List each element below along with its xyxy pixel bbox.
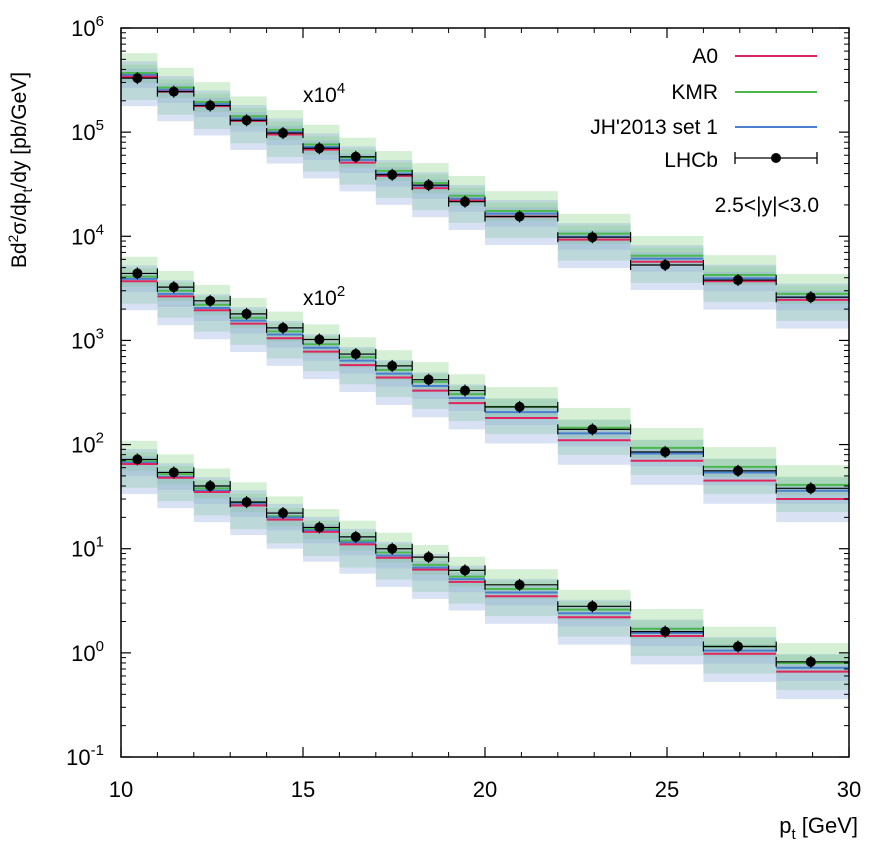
lhcb-point xyxy=(302,521,340,534)
lhcb-point xyxy=(557,423,632,436)
band-blue xyxy=(193,90,231,136)
legend: A0 KMR JH'2013 set 1 LHCb xyxy=(590,45,818,172)
y-tick-label: 100 xyxy=(71,638,104,666)
lhcb-point xyxy=(302,333,340,346)
lhcb-point xyxy=(193,480,231,493)
lhcb-point xyxy=(193,294,231,307)
lhcb-point xyxy=(338,348,377,361)
lhcb-point xyxy=(120,72,158,85)
legend-label-a0: A0 xyxy=(692,45,718,68)
lhcb-point xyxy=(411,373,450,386)
lhcb-point xyxy=(702,464,777,477)
band-blue xyxy=(485,200,558,245)
y-tick-label: 105 xyxy=(71,117,104,145)
y-tick-label: 102 xyxy=(71,430,104,458)
band-blue-inner xyxy=(448,391,485,412)
band-blue xyxy=(266,118,303,164)
lhcb-point xyxy=(375,542,413,555)
y-tick-label: 101 xyxy=(71,534,104,562)
band-blue-inner xyxy=(485,405,558,426)
legend-swatch-lhcb xyxy=(734,152,818,164)
band-blue-inner xyxy=(412,379,449,400)
lhcb-point xyxy=(484,210,559,223)
lhcb-point xyxy=(156,281,195,294)
lhcb-point xyxy=(629,259,705,272)
axis-ticks: 10 15 20 25 30 10-1 100 101 102 103 104 105 106 xyxy=(66,13,861,802)
lhcb-point xyxy=(411,551,450,564)
band-green xyxy=(448,556,485,604)
x-axis-label: pt [GeV] xyxy=(779,813,858,843)
x-tick-label: 30 xyxy=(837,777,861,802)
x-tick-label: 10 xyxy=(109,777,133,802)
band-blue-inner xyxy=(557,427,631,447)
band-blue-inner xyxy=(339,354,376,374)
lhcb-point xyxy=(557,231,632,244)
lhcb-point xyxy=(156,466,195,479)
lhcb-point xyxy=(702,274,777,287)
scale-label-1e2: x102 xyxy=(303,283,345,310)
lhcb-point xyxy=(702,640,777,653)
lhcb-point xyxy=(629,445,705,458)
lhcb-point xyxy=(302,142,340,155)
lhcb-point xyxy=(229,307,268,320)
lhcb-point xyxy=(484,400,559,413)
lhcb-point xyxy=(229,496,268,509)
band-blue xyxy=(375,160,413,205)
band-blue-inner xyxy=(193,301,231,321)
lhcb-point xyxy=(338,530,377,543)
x-tick-label: 15 xyxy=(291,777,315,802)
x-tick-label: 20 xyxy=(473,777,497,802)
band-green xyxy=(121,256,158,304)
lhcb-point xyxy=(411,179,450,192)
lhcb-point xyxy=(484,578,559,591)
rapidity-label: 2.5<|y|<3.0 xyxy=(715,194,819,217)
lhcb-point xyxy=(193,99,231,112)
band-blue xyxy=(703,264,777,310)
y-tick-label: 10-1 xyxy=(66,742,104,770)
lhcb-data-points xyxy=(120,72,850,668)
lhcb-point xyxy=(375,168,413,181)
band-blue-inner xyxy=(412,561,449,581)
lhcb-point xyxy=(266,507,304,520)
lhcb-point xyxy=(375,359,413,372)
band-blue xyxy=(230,104,267,150)
band-blue xyxy=(776,283,849,329)
band-blue xyxy=(303,133,340,179)
lhcb-point xyxy=(156,85,195,98)
scale-label-1e4: x104 xyxy=(303,80,345,107)
lhcb-point xyxy=(229,114,268,127)
lhcb-point xyxy=(338,150,377,163)
legend-label-jh: JH'2013 set 1 xyxy=(590,116,718,139)
band-blue xyxy=(448,185,485,230)
legend-label-lhcb: LHCb xyxy=(664,149,718,172)
lhcb-point xyxy=(266,127,304,140)
y-axis-label: Bd2σ/dpt/dy [pb/GeV] xyxy=(5,72,35,268)
y-tick-label: 103 xyxy=(71,325,104,353)
lhcb-point xyxy=(557,600,632,613)
band-blue xyxy=(121,61,158,107)
lhcb-point xyxy=(448,195,486,208)
lhcb-point xyxy=(448,564,486,577)
x-tick-label: 25 xyxy=(655,777,679,802)
band-blue-inner xyxy=(157,470,194,490)
lhcb-point xyxy=(775,655,850,668)
lhcb-point xyxy=(448,384,486,397)
band-green xyxy=(776,643,849,690)
lhcb-point xyxy=(266,321,304,334)
band-blue xyxy=(557,223,631,269)
y-tick-label: 106 xyxy=(71,13,104,41)
band-blue-inner xyxy=(375,549,413,569)
band-blue xyxy=(412,172,449,218)
uncertainty-bands xyxy=(121,53,849,700)
lhcb-point xyxy=(629,625,705,638)
legend-label-kmr: KMR xyxy=(671,81,718,104)
y-tick-label: 104 xyxy=(71,221,104,249)
band-blue xyxy=(157,76,194,122)
